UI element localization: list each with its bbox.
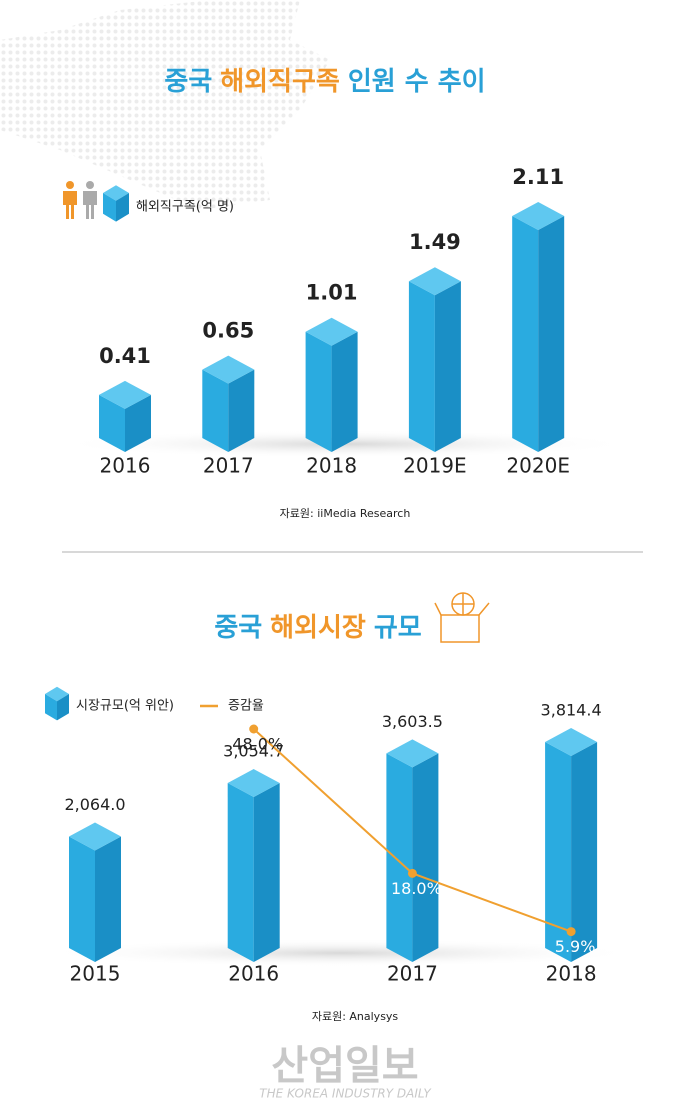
legend-person-body xyxy=(83,191,97,219)
line-value-label: 5.9% xyxy=(555,937,596,956)
title-part: 중국 xyxy=(214,613,262,643)
source: 자료원: iiMedia Research xyxy=(280,507,411,520)
x-tick-label: 2017 xyxy=(387,962,438,986)
value-label: 3,603.5 xyxy=(382,712,443,731)
value-label: 1.49 xyxy=(409,230,461,254)
x-tick-label: 2019E xyxy=(403,454,467,478)
legend-cube-right xyxy=(116,193,129,222)
bar-right-face xyxy=(95,836,121,962)
legend-cube-left xyxy=(103,193,116,222)
value-label: 1.01 xyxy=(306,281,358,305)
bar xyxy=(69,822,121,962)
bar-left-face xyxy=(69,836,95,962)
bar-right-face xyxy=(571,742,598,962)
legend-label: 시장규모(억 위안) xyxy=(76,699,174,714)
bar-right-face xyxy=(253,783,280,962)
bar-top-face xyxy=(202,355,255,384)
box-icon xyxy=(434,592,490,643)
legend-label: 해외직구족(억 명) xyxy=(136,200,234,215)
title-part: 해외시장 xyxy=(270,613,366,643)
bar-left-face xyxy=(408,281,435,452)
x-tick-label: 2017 xyxy=(203,454,254,478)
floor-shadow xyxy=(40,939,640,967)
value-label: 2.11 xyxy=(512,165,564,189)
bar-top-face xyxy=(386,739,439,768)
x-tick-label: 2016 xyxy=(228,962,279,986)
bar-top-face xyxy=(305,317,358,346)
legend-cube-top xyxy=(103,185,129,201)
x-tick-label: 2018 xyxy=(546,962,597,986)
title-part: 중국 xyxy=(164,67,212,97)
bar-right-face xyxy=(228,369,255,452)
legend-cube-left xyxy=(45,694,57,721)
bar-right-face xyxy=(331,331,358,452)
bar-top-face xyxy=(99,380,151,409)
bar-top-face xyxy=(227,769,280,798)
bar-left-face xyxy=(386,753,413,962)
legend-label: 증감율 xyxy=(228,699,264,714)
value-label: 0.41 xyxy=(99,344,151,368)
watermark: 산업일보 xyxy=(271,1043,418,1089)
bar-left-face xyxy=(99,394,125,452)
chart-title: 중국 해외시장 규모 xyxy=(214,613,421,643)
bar-top-face xyxy=(512,202,565,230)
line-point xyxy=(566,927,576,937)
title-part: 인원 수 추이 xyxy=(348,67,486,97)
x-tick-label: 2020E xyxy=(506,454,570,478)
legend-cube-right xyxy=(57,694,69,721)
chart-title: 중국 해외직구족 인원 수 추이 xyxy=(164,67,485,97)
bar-top-face xyxy=(545,728,598,756)
bar xyxy=(545,728,598,962)
bar xyxy=(512,202,565,452)
bar-right-face xyxy=(434,281,461,452)
bar-left-face xyxy=(545,742,572,962)
bar-left-face xyxy=(512,216,539,452)
x-tick-label: 2015 xyxy=(70,962,121,986)
bar xyxy=(202,355,255,452)
bar xyxy=(386,739,439,962)
title-part: 해외직구족 xyxy=(220,67,340,97)
bar xyxy=(408,267,461,452)
source: 자료원: Analysys xyxy=(312,1010,399,1023)
legend-person-body xyxy=(63,191,77,219)
bar-top-face xyxy=(408,267,461,296)
bar xyxy=(305,317,358,452)
legend-cube-top xyxy=(45,686,69,702)
line-value-label: 18.0% xyxy=(391,879,442,898)
watermark-subtitle: THE KOREA INDUSTRY DAILY xyxy=(259,1087,432,1101)
bar-right-face xyxy=(412,753,439,962)
value-label: 3,054.7 xyxy=(223,742,284,761)
legend-person-head xyxy=(86,181,94,189)
bar-left-face xyxy=(202,369,229,452)
bar-left-face xyxy=(305,331,332,452)
bar-top-face xyxy=(69,822,121,851)
bar-left-face xyxy=(227,783,254,962)
x-tick-label: 2018 xyxy=(306,454,357,478)
map-background xyxy=(0,0,330,210)
value-label: 3,814.4 xyxy=(541,701,602,720)
line-point xyxy=(407,868,417,878)
bar xyxy=(227,769,280,962)
value-label: 0.65 xyxy=(202,319,254,343)
legend-person-head xyxy=(66,181,74,189)
title-part: 규모 xyxy=(374,613,422,643)
line-point xyxy=(249,724,259,734)
line-value-label: 48.0% xyxy=(232,735,283,754)
value-label: 2,064.0 xyxy=(64,795,125,814)
box-icon-body xyxy=(440,614,480,643)
bar-right-face xyxy=(125,394,151,452)
x-tick-label: 2016 xyxy=(100,454,151,478)
bar-right-face xyxy=(538,216,565,452)
box-icon-flaps xyxy=(434,593,490,616)
bar xyxy=(99,380,151,452)
